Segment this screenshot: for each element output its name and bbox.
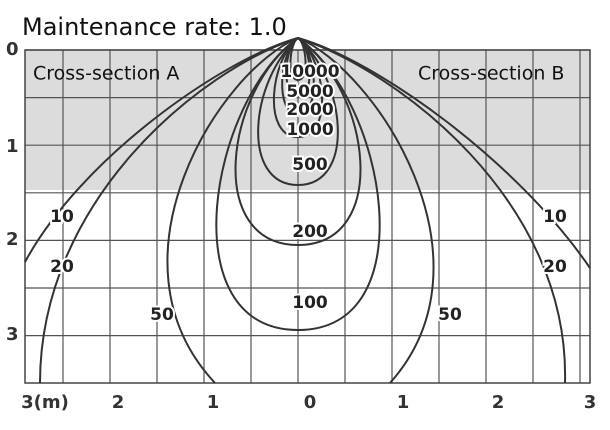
contour-label: 100 (292, 293, 328, 313)
contour-50 (166, 37, 435, 384)
x-label: 3(m) (21, 392, 69, 413)
contour-label: 500 (292, 155, 328, 175)
contour-label: 20 (50, 257, 74, 277)
contour-2000 (281, 37, 315, 116)
shaded-area (25, 50, 590, 190)
x-label: 1 (207, 392, 220, 413)
contour-label: 200 (292, 222, 328, 242)
y-label: 3 (6, 324, 19, 345)
title: Maintenance rate: 1.0 (22, 13, 287, 41)
grid (25, 49, 590, 383)
y-label: 2 (6, 229, 19, 250)
contour-10000 (289, 37, 307, 82)
contour-label: 10 (543, 207, 567, 227)
x-label: 1 (397, 392, 410, 413)
contour-200 (234, 37, 362, 247)
x-label: 3 (584, 392, 597, 413)
contour-label: 1000 (286, 120, 333, 140)
x-label: 2 (112, 392, 125, 413)
contour-label: 5000 (286, 82, 333, 102)
contour-20 (39, 37, 567, 384)
y-label: 0 (6, 39, 19, 60)
section-label: Cross-section A (33, 63, 179, 85)
section-label: Cross-section B (418, 63, 564, 85)
contour-1000 (272, 37, 324, 139)
contour-label: 50 (150, 305, 174, 325)
y-label: 1 (6, 136, 19, 157)
contour-5000 (285, 37, 311, 98)
contour-label: 20 (543, 257, 567, 277)
contour-500 (257, 37, 339, 187)
contour-label: 50 (438, 305, 462, 325)
contour-100 (215, 37, 381, 332)
contour-label: 10 (50, 207, 74, 227)
contours (24, 37, 591, 384)
contour-label: 2000 (286, 100, 333, 120)
x-label: 2 (492, 392, 505, 413)
x-label: 0 (304, 392, 317, 413)
contour-label: 10000 (280, 62, 339, 82)
